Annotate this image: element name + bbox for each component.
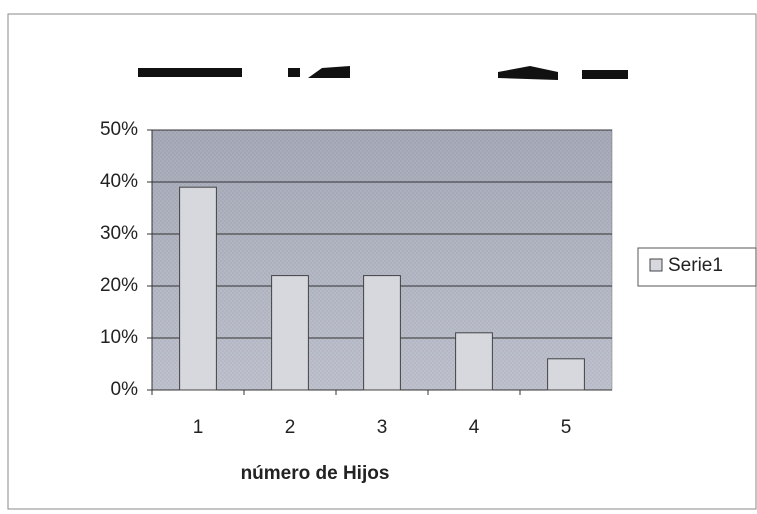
y-tick-label: 0% xyxy=(111,379,139,400)
y-tick-label: 10% xyxy=(100,327,138,348)
legend: Serie1 xyxy=(637,247,757,287)
bar xyxy=(455,332,493,391)
legend-swatch xyxy=(649,258,663,272)
y-tick-label: 50% xyxy=(100,119,138,140)
bar xyxy=(271,275,309,391)
y-tick-label: 40% xyxy=(100,171,138,192)
x-axis-label: número de Hijos xyxy=(241,463,390,484)
x-tick-label: 4 xyxy=(469,417,480,438)
y-tick-label: 20% xyxy=(100,275,138,296)
bar xyxy=(363,275,401,391)
legend-label: Serie1 xyxy=(668,255,723,276)
x-tick-label: 1 xyxy=(193,417,204,438)
bar xyxy=(547,358,585,391)
y-tick-label: 30% xyxy=(100,223,138,244)
x-tick-label: 2 xyxy=(285,417,296,438)
bar xyxy=(179,186,217,391)
x-tick-label: 3 xyxy=(377,417,388,438)
obscured-title xyxy=(138,66,628,80)
x-tick-label: 5 xyxy=(561,417,572,438)
